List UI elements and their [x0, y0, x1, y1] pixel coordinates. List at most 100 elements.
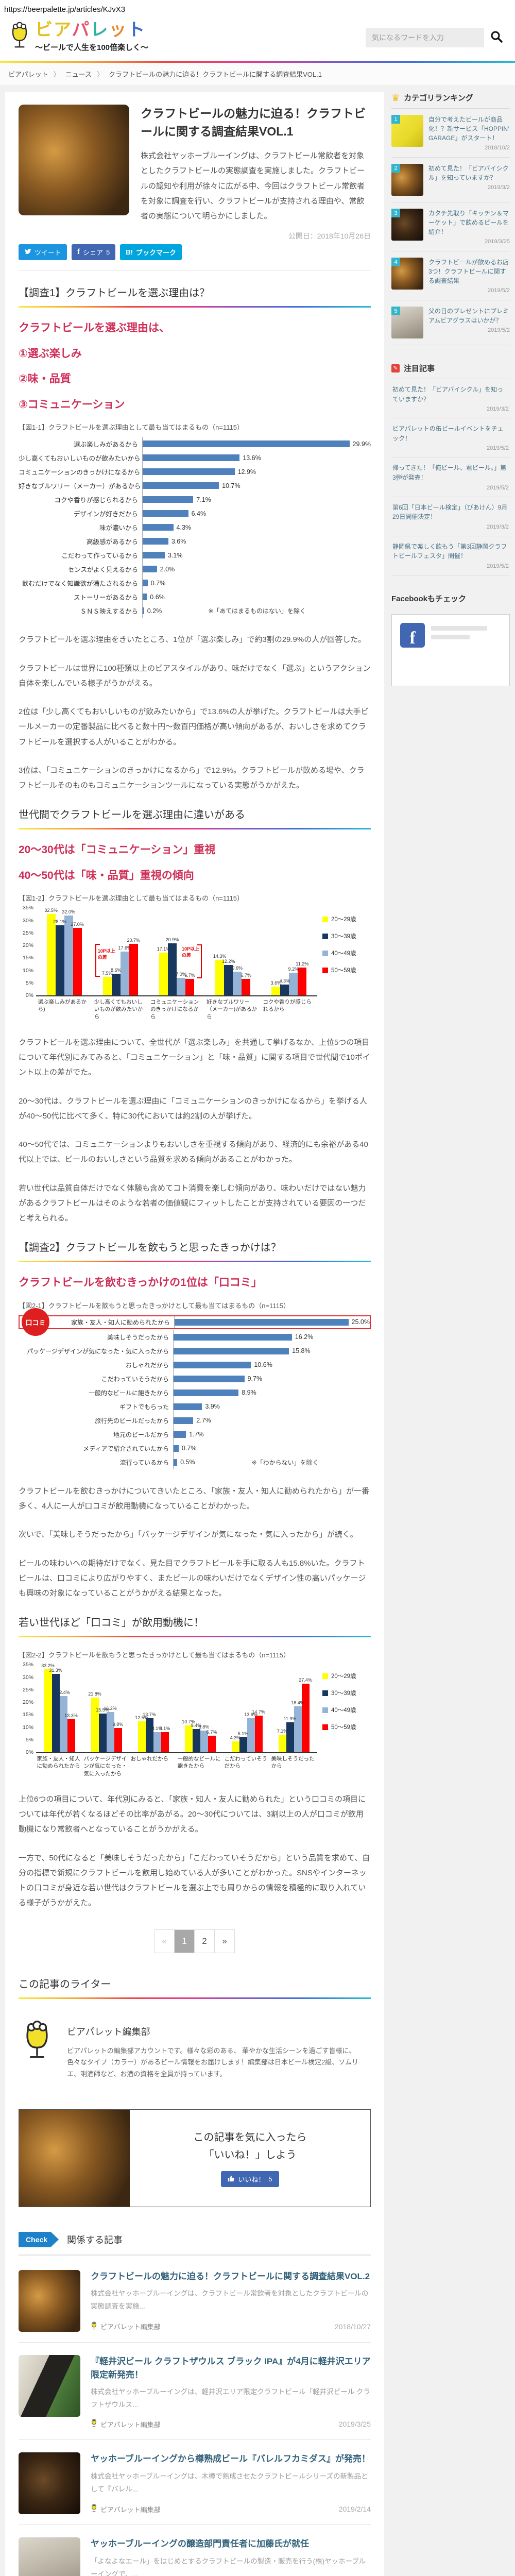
ranking-thumbnail: 5	[391, 307, 423, 338]
search-button[interactable]	[490, 30, 503, 44]
category-ranking-section: ♛ カテゴリランキング 1 自分で考えたビールが商品化！？新サービス「HOPPIN…	[391, 92, 510, 345]
related-article-item[interactable]: ヤッホーブルーイングから樽熟成ビール『バレルフカミダス』が発売！ 株式会社ヤッホー…	[19, 2440, 371, 2526]
related-article-thumbnail	[19, 2354, 80, 2417]
tweet-button[interactable]: ツイート	[19, 244, 67, 261]
chart-bar	[98, 1713, 107, 1753]
chart-row: こだわっていそうだから 9.7%	[19, 1371, 371, 1386]
like-box: この記事を気に入ったら 「いいね！」しよう いいね！ 5	[19, 2109, 371, 2207]
section-underline	[19, 306, 371, 308]
chart-bar	[301, 1684, 310, 1753]
breadcrumb-separator: 〉	[53, 71, 60, 78]
breadcrumb-separator: 〉	[97, 71, 104, 78]
related-article-thumbnail	[19, 2269, 80, 2332]
related-article-date: 2019/2/14	[338, 2505, 371, 2514]
ranking-item[interactable]: 3 カタチ先取り「キッチン＆マーケット」で飲めるビールを紹介！ 2019/3/25	[391, 202, 510, 251]
writer-heading: この記事のライター	[19, 1978, 111, 1990]
crown-icon: ♛	[391, 92, 400, 103]
facebook-share-button[interactable]: f シェア 5	[72, 244, 116, 261]
featured-item[interactable]: ビアパレットの缶ビールイベントをチェック！ 2019/5/2	[391, 418, 510, 458]
related-article-item[interactable]: 『軽井沢ビール クラフトザウルス ブラック IPA』が4月に軽井沢エリア限定新発…	[19, 2343, 371, 2441]
featured-item[interactable]: 静岡県で楽しく飲もう「第3回静岡クラフトビールフェスタ」開催！ 2019/5/2	[391, 536, 510, 575]
figure-1-2-grouped-bar-chart: 【図1-2】クラフトビールを選ぶ理由として最も当てはまるもの（n=1115） 0%…	[19, 893, 371, 1021]
featured-item-date: 2019/5/2	[487, 563, 509, 569]
chart-bar	[215, 959, 225, 996]
featured-item-date: 2019/3/2	[487, 523, 509, 530]
red-lead-line: ③コミュニケーション	[19, 398, 125, 411]
ranking-item-date: 2018/10/2	[485, 145, 510, 151]
search-input[interactable]	[366, 27, 484, 47]
chart-bar	[254, 1715, 263, 1753]
bookmark-label: ブックマーク	[135, 249, 176, 257]
chart-row: ギフトでもらった 3.9%	[19, 1399, 371, 1414]
red-lead-line: 40～50代は「味・品質」重視の傾向	[19, 869, 194, 882]
like-box-image	[19, 2109, 130, 2207]
section-4-heading: 若い世代ほど「口コミ」が飲用動機に！	[19, 1617, 204, 1629]
sidebar: ♛ カテゴリランキング 1 自分で考えたビールが商品化！？新サービス「HOPPIN…	[391, 92, 510, 704]
facebook-plugin-placeholder	[431, 623, 501, 643]
writer-avatar	[21, 2020, 54, 2080]
thumbs-up-icon	[228, 2175, 235, 2183]
featured-item-title: 静岡県で楽しく飲もう「第3回静岡クラフトビールフェスタ」開催！	[392, 543, 507, 560]
featured-item[interactable]: 初めて見た！「ビアバイシクル」を知っていますか？ 2019/3/2	[391, 379, 510, 419]
pagination-prev[interactable]: «	[154, 1929, 175, 1953]
like-text-line1: この記事を気に入ったら	[193, 2132, 307, 2144]
site-logo[interactable]: ビアパレット ～ビールで人生を100倍楽しく～	[8, 21, 148, 54]
chart-bar	[52, 1674, 60, 1753]
chart-row: おしゃれだから 10.6%	[19, 1358, 371, 1372]
featured-item[interactable]: 帰ってきた！「俺ビール、君ビール。」第3弾が発売！ 2019/5/2	[391, 457, 510, 497]
ranking-thumbnail: 1	[391, 115, 423, 147]
hatena-icon: B!	[126, 248, 133, 257]
related-article-item[interactable]: クラフトビールの魅力に迫る！クラフトビールに関する調査結果VOL.2 株式会社ヤッ…	[19, 2258, 371, 2343]
breadcrumb-home[interactable]: ビアパレット	[8, 71, 48, 78]
facebook-page-plugin[interactable]: f	[391, 614, 510, 686]
hatena-bookmark-button[interactable]: B! ブックマーク	[120, 244, 182, 261]
page-title: クラフトビールの魅力に迫る！クラフトビールに関する調査結果VOL.1	[141, 107, 366, 138]
related-article-thumbnail	[19, 2537, 80, 2576]
related-article-item[interactable]: ヤッホーブルーイングの醸造部門責任者に加藤氏が就任 「よなよなエール」をはじめとす…	[19, 2525, 371, 2576]
pagination-page-2[interactable]: 2	[194, 1929, 215, 1953]
like-label: いいね！	[238, 2176, 265, 2184]
chart-bar	[67, 1719, 75, 1753]
pagination-page-1[interactable]: 1	[174, 1929, 195, 1953]
related-article-thumbnail	[19, 2452, 80, 2515]
ranking-item[interactable]: 4 クラフトビールが飲めるお店3つ！クラフトビールに関する調査結果 2019/5/2	[391, 251, 510, 300]
paragraph: 2位は「少し高くてもおいしいものが飲みたいから」で13.6%の人が挙げた。クラフ…	[19, 707, 369, 747]
paragraph: クラフトビールは世界に100種類以上のビアスタイルがあり、味だけでなく「選ぶ」と…	[19, 664, 371, 688]
ranking-item-title: クラフトビールが飲めるお店3つ！クラフトビールに関する調査結果	[428, 259, 509, 284]
pagination-next[interactable]: »	[214, 1929, 235, 1953]
facebook-like-button[interactable]: いいね！ 5	[221, 2171, 279, 2188]
chart-row: 好きなブルワリー（メーカー）があるから 10.7%	[19, 479, 371, 493]
chart-bar	[247, 1718, 255, 1753]
chart-row: コクや香りが感じられるから 7.1%	[19, 493, 371, 507]
ranking-item[interactable]: 2 初めて見た！「ビアバイシクル」を知っていますか？ 2019/3/2	[391, 158, 510, 202]
chart-row: 味が濃いから 4.3%	[19, 520, 371, 535]
share-count: 5	[106, 248, 110, 257]
ranking-list: 1 自分で考えたビールが商品化！？新サービス「HOPPIN' GARAGE」がスタ…	[391, 109, 510, 345]
featured-item-title: 帰ってきた！「俺ビール、君ビール。」第3弾が発売！	[392, 464, 507, 481]
featured-item[interactable]: 第6回「日本ビール検定」（びあけん）9月29日開催決定！ 2019/3/2	[391, 497, 510, 536]
chart-annotation: 10P以上 の差	[97, 948, 115, 960]
ranking-item-date: 2019/5/2	[488, 287, 510, 294]
ranking-item[interactable]: 1 自分で考えたビールが商品化！？新サービス「HOPPIN' GARAGE」がスタ…	[391, 109, 510, 158]
paragraph: 40～50代では、コミュニケーションよりもおいしさを重視する傾向があり、経済的に…	[19, 1140, 368, 1164]
ranking-thumbnail: 3	[391, 209, 423, 241]
chart-row: デザインが好きだから 6.4%	[19, 506, 371, 521]
paragraph: 20～30代は、クラフトビールを選ぶ理由に「コミュニケーションのきっかけになるか…	[19, 1096, 368, 1121]
rank-badge: 4	[391, 258, 400, 266]
chart-bar	[242, 978, 251, 996]
browser-url: https://beerpalette.jp/articles/KJvX3	[0, 0, 515, 16]
related-article-title: ヤッホーブルーイングから樽熟成ビール『バレルフカミダス』が発売！	[91, 2454, 370, 2464]
section-underline	[19, 1997, 371, 1999]
facebook-check-heading: Facebookもチェック	[391, 594, 467, 603]
ranking-item[interactable]: 5 父の日のプレゼントにプレミアムビアグラスはいかが？ 2019/5/2	[391, 300, 510, 345]
beer-glass-icon	[91, 2419, 97, 2429]
breadcrumb-news[interactable]: ニュース	[65, 71, 92, 78]
section-3-heading: 【調査2】クラフトビールを飲もうと思ったきっかけは？	[19, 1242, 281, 1254]
chart-bar	[59, 1696, 67, 1753]
rank-badge: 1	[391, 115, 400, 124]
chart-bar	[111, 974, 121, 996]
chart-row: 家族・友人・知人に勧められたから 25.0% 口コミ	[19, 1308, 371, 1336]
header-rainbow-divider	[0, 61, 515, 63]
chart-row: こだわって作っているから 3.1%	[19, 548, 371, 563]
chart-bar	[278, 1734, 286, 1753]
